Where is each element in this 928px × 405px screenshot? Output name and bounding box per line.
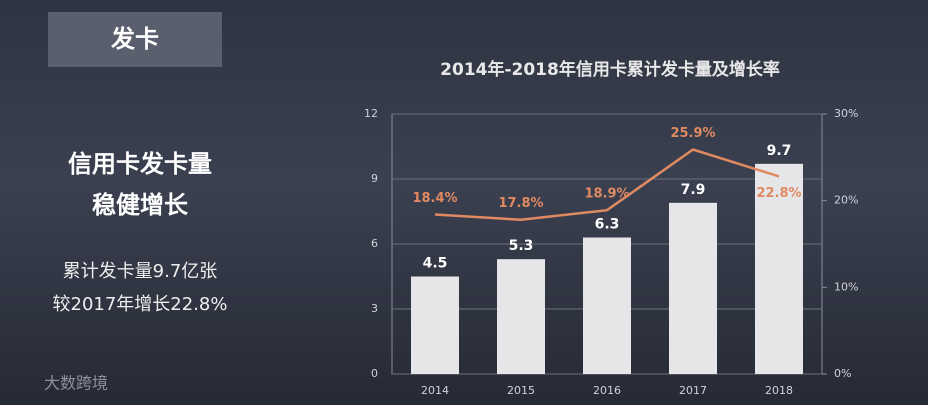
x-tick-label: 2016 <box>593 384 621 397</box>
bar <box>755 163 803 374</box>
line <box>434 148 780 221</box>
note: 累计发卡量9.7亿张 <box>63 261 218 282</box>
line-value-label: 18.4% <box>412 191 457 206</box>
watermark: 大数跨境 <box>44 374 108 393</box>
x-tick-label: 2017 <box>679 384 707 397</box>
chart-title: 2014年-2018年信用卡累计发卡量及增长率 <box>440 59 780 80</box>
headline: 信用卡发卡量 <box>68 150 212 178</box>
line-value-label: 18.9% <box>584 187 629 202</box>
headline: 稳健增长 <box>92 191 189 219</box>
bar <box>669 202 717 374</box>
y-tick-label: 3 <box>371 302 378 315</box>
x-tick-label: 2015 <box>507 384 535 397</box>
bar-value-label: 7.9 <box>681 182 706 198</box>
bar-value-label: 9.7 <box>767 143 792 159</box>
x-tick-label: 2018 <box>765 384 793 397</box>
bar <box>411 276 459 374</box>
note: 较2017年增长22.8% <box>53 294 228 315</box>
bar-value-label: 4.5 <box>423 256 448 272</box>
y2-tick-label: 10% <box>834 280 858 293</box>
bar <box>583 237 631 374</box>
tag-box <box>48 12 222 67</box>
bar-value-label: 6.3 <box>595 217 620 233</box>
y2-tick-label: 0% <box>834 367 851 380</box>
y-tick-label: 0 <box>371 367 378 380</box>
y-tick-label: 12 <box>364 107 378 120</box>
y-tick-label: 6 <box>371 237 378 250</box>
line-value-label: 25.9% <box>670 126 715 141</box>
y2-tick-label: 30% <box>834 107 858 120</box>
line-value-label: 22.8% <box>756 186 801 201</box>
line-value-label: 17.8% <box>498 196 543 211</box>
y2-tick-label: 20% <box>834 194 858 207</box>
tag-text: 发卡 <box>110 25 159 53</box>
bar-value-label: 5.3 <box>509 238 534 254</box>
bar <box>497 259 545 374</box>
y-tick-label: 9 <box>371 172 378 185</box>
x-tick-label: 2014 <box>421 384 449 397</box>
